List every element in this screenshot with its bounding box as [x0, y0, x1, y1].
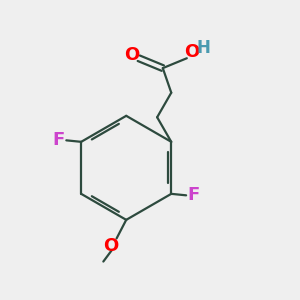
Text: O: O	[184, 43, 199, 61]
Text: F: F	[188, 186, 200, 204]
Text: O: O	[124, 46, 139, 64]
Text: H: H	[196, 39, 210, 57]
Text: F: F	[53, 131, 65, 149]
Text: O: O	[103, 237, 118, 255]
